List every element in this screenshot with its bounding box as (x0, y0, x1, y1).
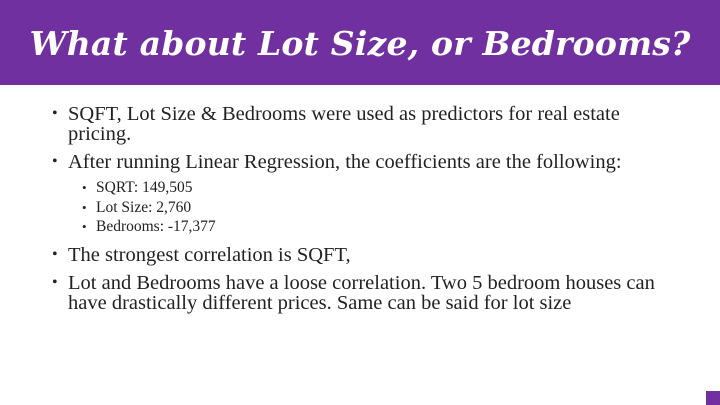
bullet-text: SQFT, Lot Size & Bedrooms were used as p… (68, 103, 620, 145)
sub-bullet-icon: • (82, 199, 87, 215)
bullet-text: After running Linear Regression, the coe… (68, 151, 622, 173)
sub-bullet-text: Lot Size: 2,760 (96, 198, 192, 216)
bullet-item: • After running Linear Regression, the c… (52, 152, 672, 237)
slide-title: What about Lot Size, or Bedrooms? (29, 24, 691, 63)
bullet-text: Lot and Bedrooms have a loose correlatio… (68, 271, 655, 314)
bullet-text: The strongest correlation is SQFT, (68, 243, 351, 266)
sub-bullet-text: Bedrooms: -17,377 (96, 218, 216, 235)
sub-bullet-list: • SQRT: 149,505 • Lot Size: 2,760 • Bedr… (68, 178, 672, 237)
sub-bullet-item: • SQRT: 149,505 (82, 178, 672, 198)
bullet-item: • SQFT, Lot Size & Bedrooms were used as… (52, 103, 672, 145)
bullet-item: • The strongest correlation is SQFT, (52, 243, 672, 266)
sub-bullet-icon: • (82, 180, 87, 195)
bullet-item: • Lot and Bedrooms have a loose correlat… (52, 271, 672, 314)
bullet-icon: • (52, 153, 58, 170)
corner-accent-square (706, 391, 720, 405)
bullet-icon: • (52, 245, 58, 263)
bullet-list: • SQFT, Lot Size & Bedrooms were used as… (52, 104, 672, 321)
title-bar: What about Lot Size, or Bedrooms? (0, 0, 720, 85)
bullet-icon: • (52, 105, 58, 122)
sub-bullet-icon: • (82, 219, 87, 234)
bullet-icon: • (52, 273, 58, 291)
sub-bullet-text: SQRT: 149,505 (96, 179, 193, 196)
sub-bullet-item: • Lot Size: 2,760 (82, 198, 672, 218)
sub-bullet-item: • Bedrooms: -17,377 (82, 217, 672, 237)
